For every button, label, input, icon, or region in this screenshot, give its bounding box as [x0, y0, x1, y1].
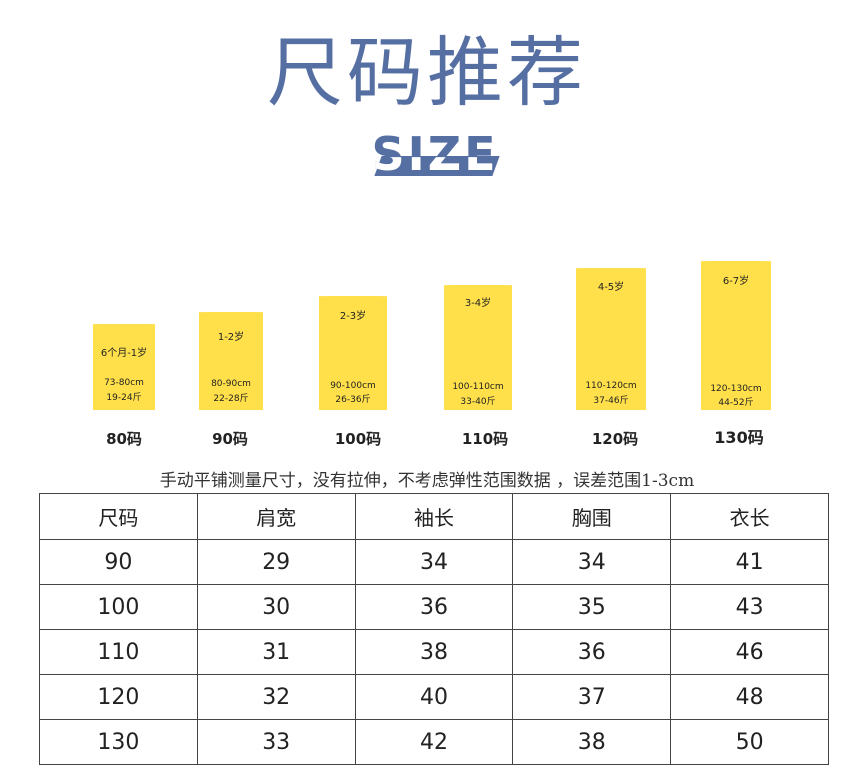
size-heading: SIZE SIZE	[370, 128, 500, 180]
table-cell: 40	[354, 674, 514, 720]
tag-age: 2-3岁	[339, 311, 367, 322]
tag-age: 6-7岁	[722, 276, 750, 287]
table-row: 120 32 40 37 48	[39, 674, 829, 720]
tag-weight: 22-28斤	[213, 394, 249, 404]
table-cell: 41	[670, 539, 829, 585]
table-cell: 42	[354, 719, 514, 765]
size-heading-text-overlay: SIZE	[371, 127, 499, 181]
table-cell: 29	[196, 539, 356, 585]
table-cell: 43	[670, 584, 829, 630]
table-cell: 34	[512, 539, 672, 585]
table-row: 100 30 36 35 43	[39, 584, 829, 630]
tag-height: 73-80cm	[104, 378, 144, 388]
tag-weight: 37-46斤	[593, 396, 629, 406]
tag-height: 110-120cm	[585, 381, 637, 391]
table-cell: 90	[39, 539, 198, 585]
table-cell: 110	[39, 629, 198, 675]
size-tag-130: 6-7岁 120-130cm 44-52斤	[701, 261, 771, 410]
size-label-80: 80码	[106, 430, 142, 448]
size-heading-text: SIZE	[371, 127, 499, 181]
table-row: 110 31 38 36 46	[39, 629, 829, 675]
size-label-100: 100码	[334, 430, 382, 448]
header-cell: 袖长	[354, 493, 514, 540]
table-cell: 37	[512, 674, 672, 720]
tag-weight: 19-24斤	[106, 393, 142, 403]
table-cell: 34	[354, 539, 514, 585]
header-cell: 衣长	[670, 493, 829, 540]
size-table: 尺码 肩宽 袖长 胸围 衣长 90 29 34 34 41 100 30 36 …	[39, 493, 829, 765]
table-row: 90 29 34 34 41	[39, 539, 829, 585]
header-cell: 胸围	[512, 493, 672, 540]
table-cell: 36	[354, 584, 514, 630]
size-tag-90: 1-2岁 80-90cm 22-28斤	[199, 312, 263, 410]
table-cell: 48	[670, 674, 829, 720]
page-title: 尺码推荐	[267, 28, 587, 117]
header-cell: 尺码	[39, 493, 198, 540]
tag-weight: 26-36斤	[335, 395, 371, 405]
tag-age: 6个月-1岁	[100, 348, 148, 359]
table-cell: 100	[39, 584, 198, 630]
size-tag-110: 3-4岁 100-110cm 33-40斤	[444, 285, 512, 410]
tag-height: 80-90cm	[211, 379, 251, 389]
table-cell: 130	[39, 719, 198, 765]
measurement-note: 手动平铺测量尺寸，没有拉伸，不考虑弹性范围数据 ，误差范围1-3cm	[159, 471, 695, 491]
tag-age: 3-4岁	[464, 298, 492, 309]
table-cell: 38	[354, 629, 514, 675]
size-label-110: 110码	[461, 430, 509, 448]
tag-height: 120-130cm	[710, 384, 762, 394]
header-cell: 肩宽	[196, 493, 356, 540]
tag-weight: 33-40斤	[460, 397, 496, 407]
size-tag-120: 4-5岁 110-120cm 37-46斤	[576, 268, 646, 410]
table-row: 130 33 42 38 50	[39, 719, 829, 765]
table-cell: 120	[39, 674, 198, 720]
table-cell: 33	[196, 719, 356, 765]
table-cell: 38	[512, 719, 672, 765]
table-cell: 36	[512, 629, 672, 675]
size-tag-80: 6个月-1岁 73-80cm 19-24斤	[93, 324, 155, 410]
table-cell: 32	[196, 674, 356, 720]
size-label-130: 130码	[714, 428, 764, 447]
tag-height: 90-100cm	[330, 381, 376, 391]
table-cell: 46	[670, 629, 829, 675]
tag-weight: 44-52斤	[718, 398, 754, 408]
table-header-row: 尺码 肩宽 袖长 胸围 衣长	[39, 493, 829, 540]
size-label-90: 90码	[212, 430, 248, 448]
size-label-120: 120码	[591, 430, 639, 448]
tag-age: 1-2岁	[217, 332, 245, 343]
tag-age: 4-5岁	[597, 282, 625, 293]
table-cell: 30	[196, 584, 356, 630]
size-tag-100: 2-3岁 90-100cm 26-36斤	[319, 296, 387, 410]
table-cell: 50	[670, 719, 829, 765]
tag-height: 100-110cm	[452, 382, 504, 392]
table-cell: 35	[512, 584, 672, 630]
table-cell: 31	[196, 629, 356, 675]
